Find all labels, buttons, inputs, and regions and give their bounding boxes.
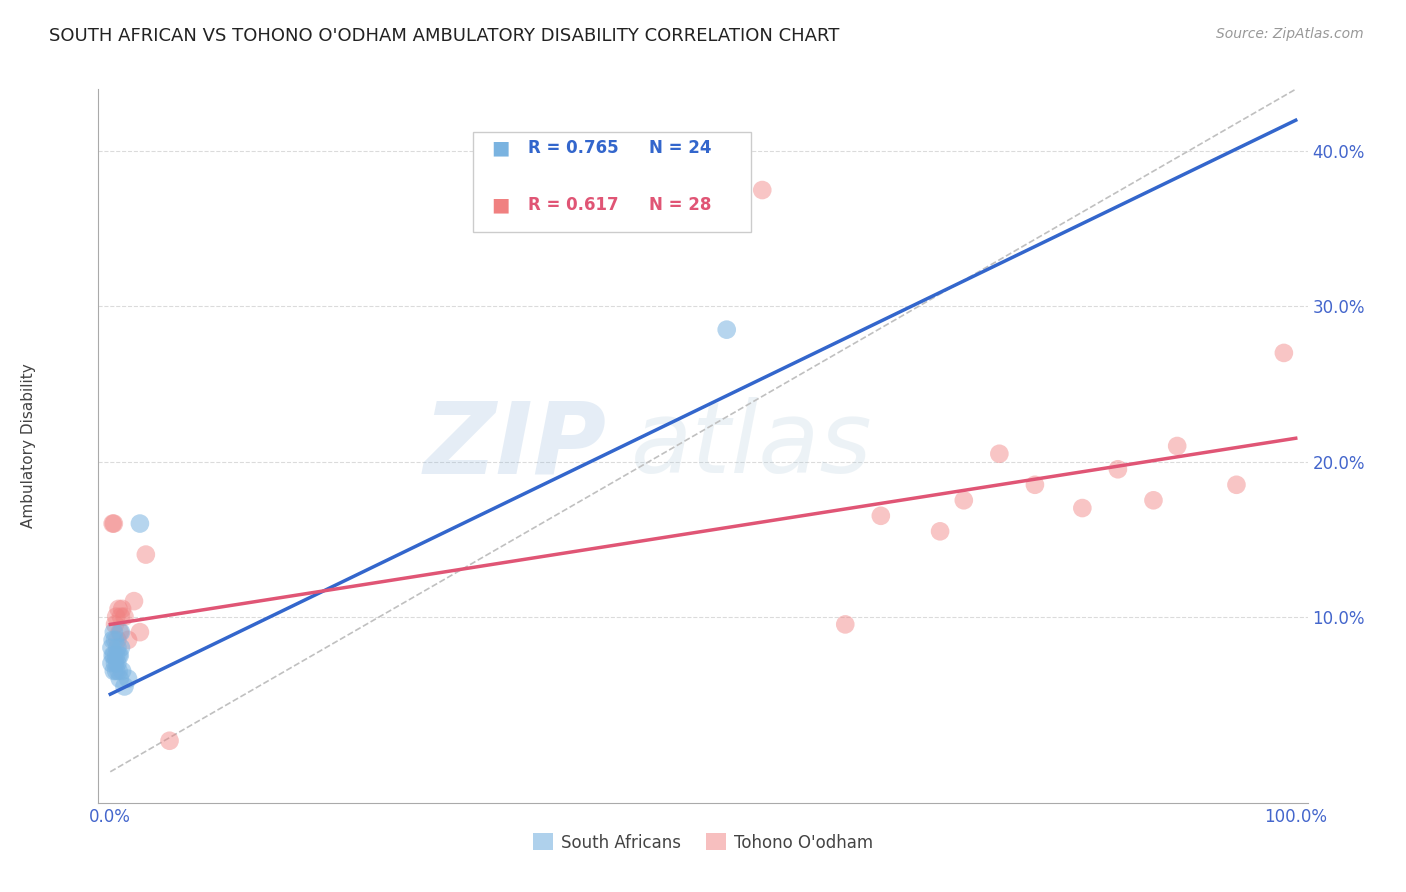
Legend: South Africans, Tohono O'odham: South Africans, Tohono O'odham (533, 833, 873, 852)
Point (117, 632, 139, 647)
Point (105, 648, 128, 663)
Point (834, 617, 856, 632)
Point (111, 602, 134, 616)
Point (110, 625, 132, 640)
Point (105, 656, 128, 670)
Point (103, 648, 125, 663)
FancyBboxPatch shape (474, 132, 751, 232)
Text: ■: ■ (492, 138, 510, 157)
Point (952, 493, 974, 508)
Point (129, 516, 152, 531)
Point (1272, 346, 1295, 360)
Point (114, 609, 136, 624)
Point (105, 640, 128, 655)
Y-axis label: Ambulatory Disability: Ambulatory Disability (21, 364, 37, 528)
Point (1071, 501, 1094, 516)
Point (122, 594, 145, 608)
Point (101, 516, 124, 531)
Point (105, 664, 128, 678)
Point (135, 548, 157, 562)
Point (108, 625, 131, 640)
Point (105, 609, 128, 624)
Point (159, 733, 181, 747)
Text: ■: ■ (492, 195, 510, 214)
Text: Source: ZipAtlas.com: Source: ZipAtlas.com (1216, 27, 1364, 41)
Point (103, 516, 125, 531)
Point (869, 508, 891, 523)
Point (129, 625, 152, 640)
Point (988, 447, 1011, 461)
Text: R = 0.617: R = 0.617 (527, 196, 619, 214)
Point (104, 656, 127, 670)
Point (114, 680, 136, 694)
Point (117, 672, 139, 686)
Text: R = 0.765: R = 0.765 (527, 139, 619, 157)
Text: N = 28: N = 28 (648, 196, 711, 214)
Text: atlas: atlas (630, 398, 872, 494)
Text: ZIP: ZIP (423, 398, 606, 494)
Point (101, 648, 124, 663)
Text: N = 24: N = 24 (648, 139, 711, 157)
Point (929, 524, 952, 539)
Point (1166, 439, 1188, 453)
Point (104, 617, 127, 632)
Text: SOUTH AFRICAN VS TOHONO O'ODHAM AMBULATORY DISABILITY CORRELATION CHART: SOUTH AFRICAN VS TOHONO O'ODHAM AMBULATO… (49, 27, 839, 45)
Point (108, 672, 131, 686)
Point (107, 602, 129, 616)
Point (103, 664, 125, 678)
Point (107, 648, 129, 663)
Point (110, 609, 132, 624)
Point (1142, 493, 1164, 508)
Point (1024, 477, 1046, 491)
Point (751, 183, 773, 197)
Point (100, 656, 122, 670)
Point (716, 323, 738, 337)
Point (101, 632, 124, 647)
Point (105, 632, 128, 647)
Point (107, 664, 129, 678)
Point (100, 640, 122, 655)
Point (1107, 462, 1129, 476)
Point (1225, 477, 1247, 491)
Point (110, 640, 132, 655)
Point (108, 648, 131, 663)
Point (111, 664, 134, 678)
Point (103, 625, 125, 640)
Point (104, 632, 127, 647)
